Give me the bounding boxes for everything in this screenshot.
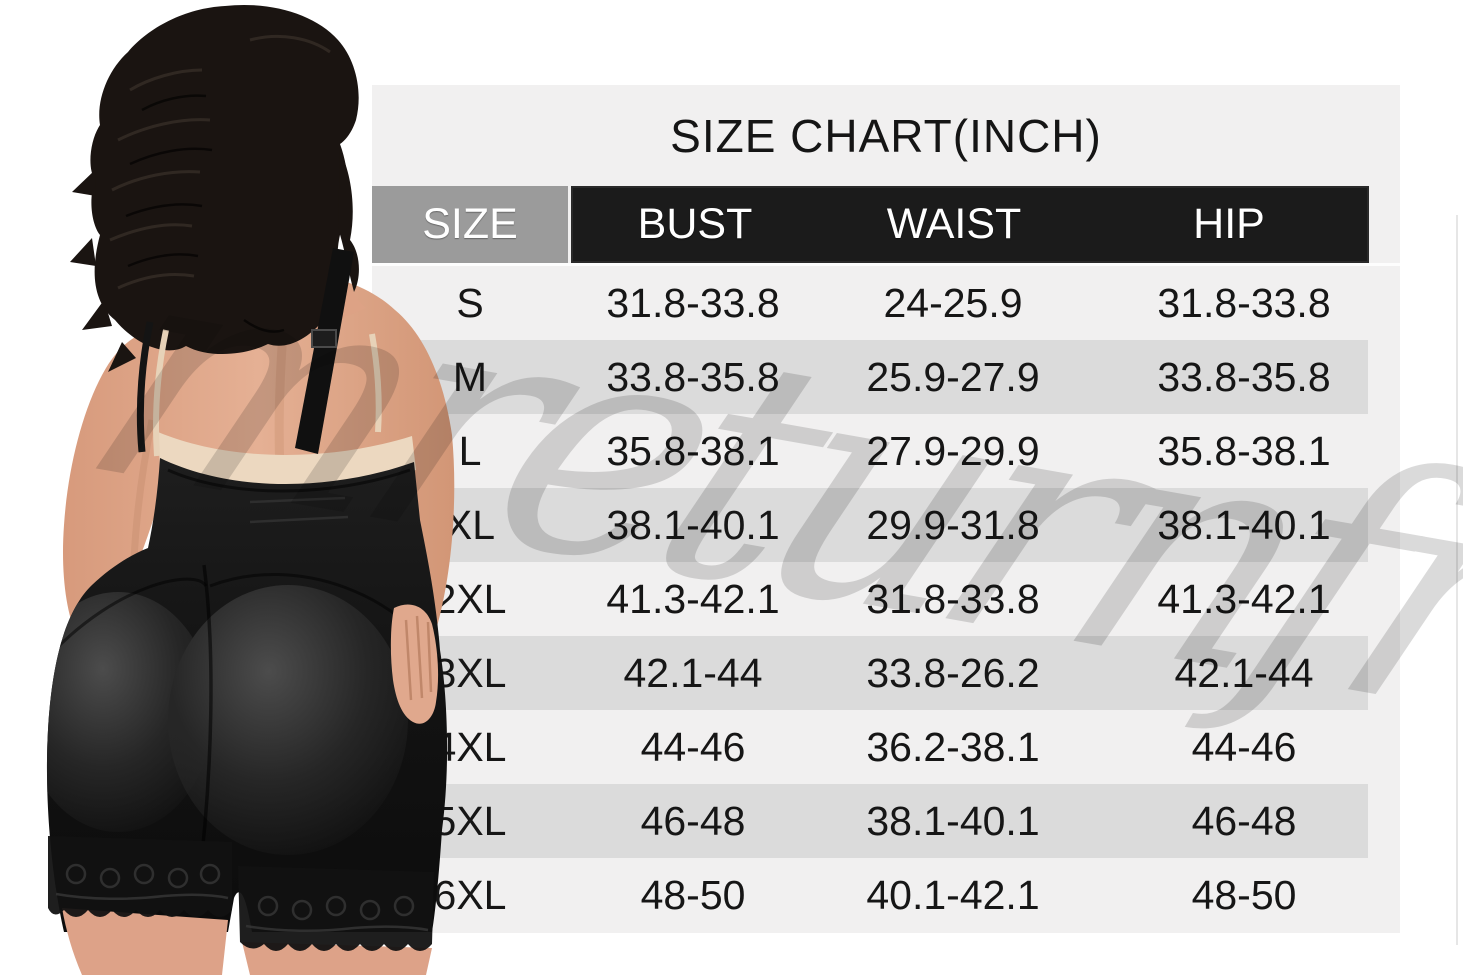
model-hair xyxy=(70,4,359,372)
model-strap-adjuster xyxy=(311,329,337,348)
table-row: 6XL 48-50 40.1-42.1 48-50 xyxy=(372,858,1400,932)
table-row: 4XL 44-46 36.2-38.1 44-46 xyxy=(372,710,1400,784)
waist-cell: 24-25.9 xyxy=(883,279,1023,326)
table-row: 3XL 42.1-44 33.8-26.2 42.1-44 xyxy=(372,636,1368,710)
hip-cell: 48-50 xyxy=(1191,871,1297,918)
bust-cell: 48-50 xyxy=(640,871,746,918)
waist-cell: 40.1-42.1 xyxy=(866,871,1040,918)
model-left-thigh xyxy=(62,908,228,975)
size-cell: 3XL xyxy=(433,649,507,696)
hip-cell: 33.8-35.8 xyxy=(1157,353,1331,400)
model-right-thigh xyxy=(242,942,432,975)
hip-cell: 46-48 xyxy=(1191,797,1297,844)
model-strap-beige-right xyxy=(369,333,382,433)
bust-cell: 31.8-33.8 xyxy=(606,279,780,326)
waist-cell: 27.9-29.9 xyxy=(866,427,1040,474)
bust-cell: 33.8-35.8 xyxy=(606,353,780,400)
waist-cell: 29.9-31.8 xyxy=(866,501,1040,548)
size-cell: L xyxy=(458,427,482,474)
header-measurements: BUST WAIST HIP xyxy=(571,186,1369,263)
waist-cell: 31.8-33.8 xyxy=(866,575,1040,622)
bust-cell: 35.8-38.1 xyxy=(606,427,780,474)
hip-cell: 31.8-33.8 xyxy=(1157,279,1331,326)
header-hip: HIP xyxy=(1193,200,1265,248)
waist-cell: 25.9-27.9 xyxy=(866,353,1040,400)
table-row: M 33.8-35.8 25.9-27.9 33.8-35.8 xyxy=(372,340,1368,414)
bust-cell: 38.1-40.1 xyxy=(606,501,780,548)
header-bust: BUST xyxy=(637,200,753,248)
size-cell: M xyxy=(452,353,488,400)
bust-cell: 44-46 xyxy=(640,723,746,770)
table-row: S 31.8-33.8 24-25.9 31.8-33.8 xyxy=(372,266,1400,340)
model-bra-band xyxy=(158,432,416,491)
table-row: 5XL 46-48 38.1-40.1 46-48 xyxy=(372,784,1368,858)
model-photo xyxy=(46,4,455,975)
hip-cell: 38.1-40.1 xyxy=(1157,501,1331,548)
model-lace-hem-right xyxy=(238,866,434,951)
bust-cell: 41.3-42.1 xyxy=(606,575,780,622)
right-edge-line xyxy=(1456,215,1458,945)
waist-cell: 38.1-40.1 xyxy=(866,797,1040,844)
model-strap-thin-beige xyxy=(153,329,169,457)
size-chart-table: SIZE CHART(INCH) SIZE BUST WAIST HIP S 3… xyxy=(372,85,1400,933)
model-lace-hem-left xyxy=(48,836,232,917)
size-cell: S xyxy=(456,279,484,326)
bust-cell: 46-48 xyxy=(640,797,746,844)
hip-cell: 35.8-38.1 xyxy=(1157,427,1331,474)
model-bodysuit xyxy=(46,458,448,932)
size-cell: 6XL xyxy=(433,871,507,918)
table-header: SIZE BUST WAIST HIP xyxy=(372,186,1400,266)
bust-cell: 42.1-44 xyxy=(623,649,763,696)
table-row: XL 38.1-40.1 29.9-31.8 38.1-40.1 xyxy=(372,488,1368,562)
waist-cell: 36.2-38.1 xyxy=(866,723,1040,770)
table-row: 2XL 41.3-42.1 31.8-33.8 41.3-42.1 xyxy=(372,562,1400,636)
chart-title-row: SIZE CHART(INCH) xyxy=(372,85,1400,186)
hip-cell: 44-46 xyxy=(1191,723,1297,770)
hip-cell: 42.1-44 xyxy=(1174,649,1314,696)
table-row: L 35.8-38.1 27.9-29.9 35.8-38.1 xyxy=(372,414,1400,488)
header-divider xyxy=(372,263,1400,266)
model-hand xyxy=(390,604,439,724)
header-size: SIZE xyxy=(372,186,568,263)
table-body: S 31.8-33.8 24-25.9 31.8-33.8 M 33.8-35.… xyxy=(372,266,1400,932)
model-strap-wide xyxy=(295,248,354,454)
hip-cell: 41.3-42.1 xyxy=(1157,575,1331,622)
model-strap-thin-black xyxy=(136,321,154,453)
chart-title: SIZE CHART(INCH) xyxy=(670,109,1102,162)
header-waist: WAIST xyxy=(886,200,1022,248)
model-armpit-shadow xyxy=(130,419,156,561)
size-cell: 5XL xyxy=(433,797,507,844)
waist-cell: 33.8-26.2 xyxy=(866,649,1040,696)
